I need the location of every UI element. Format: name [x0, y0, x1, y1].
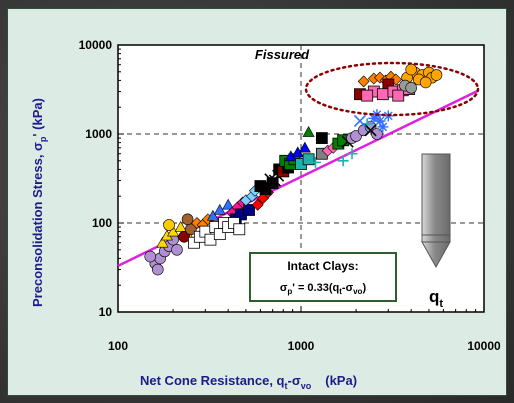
intact-clays-box: Intact Clays: σp' = 0.33(qt-σvo)	[249, 252, 397, 302]
fissured-points	[354, 63, 443, 102]
intact-point	[302, 125, 315, 137]
intact-title: Intact Clays:	[287, 259, 358, 273]
intact-points	[144, 109, 394, 276]
x-axis-title: Net Cone Resistance, qt-σvo (kPa)	[140, 373, 357, 391]
fissured-point	[405, 82, 417, 94]
intact-point	[251, 198, 264, 211]
tick-labels: 100 1000 10000 10 100 1000 10000	[79, 38, 501, 353]
intact-point	[151, 263, 164, 276]
intact-point	[309, 156, 321, 168]
fissured-point	[405, 63, 417, 76]
cone-icon	[421, 153, 451, 269]
intact-point	[315, 132, 328, 144]
fissured-point	[361, 89, 374, 102]
intact-point	[206, 209, 219, 221]
x-tick-label: 10000	[467, 339, 501, 353]
chart-panel: 100 1000 10000 10 100 1000 10000 Fissured qt I…	[7, 8, 507, 396]
intact-point	[298, 141, 311, 153]
intact-point	[337, 155, 349, 167]
intact-point	[377, 121, 389, 133]
intact-equation: σp' = 0.33(qt-σvo)	[280, 282, 367, 296]
y-tick-label: 10	[99, 305, 113, 319]
intact-point	[163, 219, 175, 231]
fissured-label: Fissured	[255, 47, 310, 62]
fissured-point	[419, 76, 432, 89]
intact-point	[222, 198, 235, 210]
intact-point	[346, 148, 358, 160]
fissured-point	[430, 69, 443, 81]
intact-point	[174, 220, 187, 232]
intact-point	[302, 153, 315, 166]
intact-point	[364, 124, 377, 137]
scatter-chart: 100 1000 10000 10 100 1000 10000 Fissured qt I…	[30, 38, 501, 391]
intact-point	[156, 236, 169, 248]
intact-point	[374, 115, 386, 127]
y-tick-label: 1000	[85, 127, 112, 141]
intact-point	[178, 230, 190, 243]
fissured-point	[376, 88, 389, 101]
y-tick-label: 10000	[79, 38, 113, 52]
x-tick-label: 1000	[288, 339, 315, 353]
intact-point	[264, 173, 277, 186]
intact-point	[353, 114, 367, 128]
intact-point	[181, 213, 194, 226]
y-axis-title: Preconsolidation Stress, σp' (kPa)	[30, 98, 48, 307]
intact-point	[371, 128, 383, 140]
intact-point	[171, 243, 183, 256]
fissured-ellipse	[304, 61, 480, 117]
x-tick-label: 100	[108, 339, 128, 353]
axis-ticks	[117, 44, 485, 313]
gridlines	[118, 45, 484, 312]
y-tick-label: 100	[92, 216, 112, 230]
fissured-point	[392, 89, 405, 102]
intact-point	[144, 250, 157, 263]
cone-label: qt	[429, 287, 443, 310]
intact-point	[233, 223, 246, 236]
fissured-point	[357, 75, 370, 88]
intact-point	[243, 204, 255, 216]
